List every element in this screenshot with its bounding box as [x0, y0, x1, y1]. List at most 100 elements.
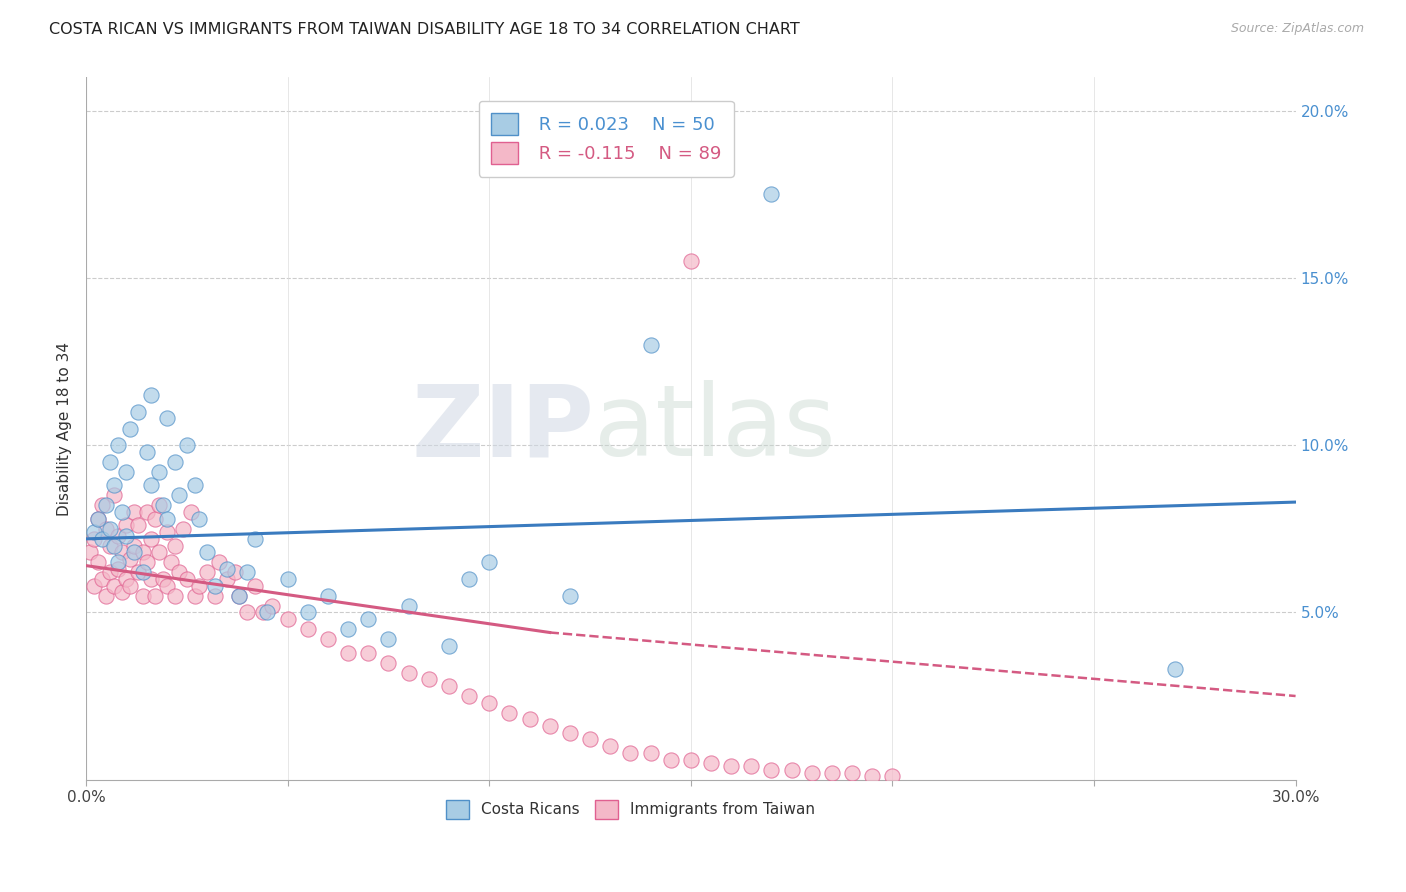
Point [860, 769, 883, 783]
Point [131, 545, 153, 559]
Point [740, 759, 762, 773]
Point [256, 606, 278, 620]
Point [619, 746, 641, 760]
Point [640, 746, 662, 760]
Point [167, 488, 190, 502]
Text: ZIP: ZIP [411, 380, 595, 477]
Point [519, 713, 541, 727]
Point [127, 518, 149, 533]
Point [96, 589, 118, 603]
Point [357, 646, 380, 660]
Point [107, 528, 129, 542]
Point [184, 589, 207, 603]
Point [316, 632, 339, 647]
Point [700, 756, 723, 770]
Point [437, 639, 460, 653]
Point [127, 566, 149, 580]
Point [260, 599, 283, 613]
Point [437, 679, 460, 693]
Point [135, 505, 157, 519]
Point [120, 579, 142, 593]
Point [91, 499, 114, 513]
Point [107, 555, 129, 569]
Point [163, 455, 186, 469]
Point [659, 753, 682, 767]
Point [159, 555, 181, 569]
Point [458, 689, 481, 703]
Point [115, 518, 138, 533]
Point [176, 438, 198, 452]
Point [217, 572, 239, 586]
Text: atlas: atlas [595, 380, 835, 477]
Point [139, 532, 162, 546]
Point [204, 589, 226, 603]
Point [458, 572, 481, 586]
Point [135, 555, 157, 569]
Point [135, 445, 157, 459]
Point [176, 572, 198, 586]
Point [297, 606, 319, 620]
Text: Source: ZipAtlas.com: Source: ZipAtlas.com [1230, 22, 1364, 36]
Point [236, 606, 259, 620]
Point [83, 579, 105, 593]
Point [103, 478, 125, 492]
Point [538, 719, 561, 733]
Point [120, 421, 142, 435]
Point [131, 566, 153, 580]
Point [111, 545, 134, 559]
Point [780, 763, 803, 777]
Point [156, 411, 179, 425]
Point [498, 706, 520, 720]
Point [107, 438, 129, 452]
Point [204, 579, 226, 593]
Point [640, 338, 662, 352]
Point [236, 566, 259, 580]
Point [115, 528, 138, 542]
Point [148, 499, 170, 513]
Point [163, 589, 186, 603]
Point [558, 589, 581, 603]
Point [115, 465, 138, 479]
Point [152, 572, 174, 586]
Point [418, 673, 440, 687]
Point [87, 512, 110, 526]
Point [98, 455, 121, 469]
Point [277, 572, 299, 586]
Point [195, 566, 218, 580]
Point [167, 566, 190, 580]
Point [228, 589, 250, 603]
Point [1163, 662, 1185, 676]
Point [180, 505, 202, 519]
Point [224, 566, 246, 580]
Point [111, 585, 134, 599]
Y-axis label: Disability Age 18 to 34: Disability Age 18 to 34 [58, 342, 72, 516]
Point [96, 522, 118, 536]
Point [143, 512, 166, 526]
Point [245, 579, 267, 593]
Point [139, 478, 162, 492]
Point [558, 726, 581, 740]
Point [277, 612, 299, 626]
Point [228, 589, 250, 603]
Point [761, 187, 783, 202]
Point [156, 579, 179, 593]
Point [124, 505, 146, 519]
Point [245, 532, 267, 546]
Point [148, 545, 170, 559]
Point [398, 665, 420, 680]
Point [882, 769, 904, 783]
Point [91, 532, 114, 546]
Point [115, 572, 138, 586]
Point [478, 555, 501, 569]
Point [139, 388, 162, 402]
Point [398, 599, 420, 613]
Point [800, 766, 823, 780]
Point [124, 545, 146, 559]
Point [103, 539, 125, 553]
Point [377, 656, 399, 670]
Text: COSTA RICAN VS IMMIGRANTS FROM TAIWAN DISABILITY AGE 18 TO 34 CORRELATION CHART: COSTA RICAN VS IMMIGRANTS FROM TAIWAN DI… [49, 22, 800, 37]
Point [188, 512, 211, 526]
Point [91, 572, 114, 586]
Point [337, 622, 360, 636]
Point [599, 739, 621, 754]
